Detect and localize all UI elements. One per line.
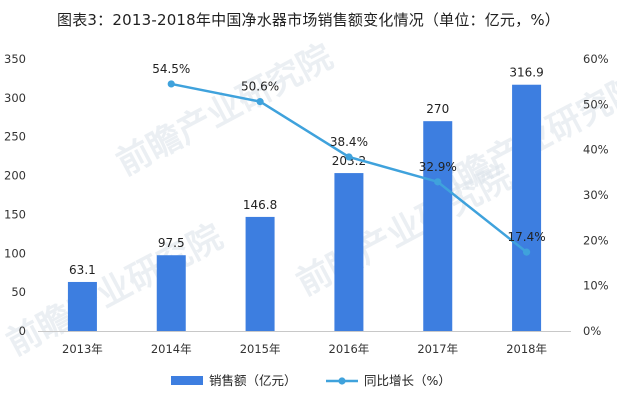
x-tick-label: 2016年 (329, 342, 370, 356)
y-left-tick-label: 250 (4, 130, 26, 144)
legend-bar-label: 销售额（亿元） (209, 373, 297, 388)
watermark-1: 前瞻产业研究院 (110, 37, 339, 184)
watermark-0: 前瞻产业研究院 (0, 217, 229, 364)
y-left-tick-label: 300 (4, 91, 26, 105)
chart-title: 图表3：2013-2018年中国净水器市场销售额变化情况（单位：亿元，%） (57, 11, 560, 29)
growth-data-label: 32.9% (419, 160, 457, 174)
legend-bar-swatch (171, 376, 203, 385)
bar (156, 255, 186, 331)
bar (423, 121, 453, 332)
x-tick-label: 2014年 (151, 342, 192, 356)
y-right-tick-label: 20% (583, 233, 609, 247)
y-right-tick-label: 60% (583, 52, 609, 66)
growth-point (522, 248, 531, 256)
growth-data-label: 17.4% (508, 230, 546, 244)
growth-data-label: 38.4% (330, 135, 368, 149)
legend-line-label: 同比增长（%） (364, 373, 451, 388)
bar (245, 216, 275, 331)
growth-data-label: 50.6% (241, 80, 279, 94)
bar-data-label: 316.9 (509, 66, 543, 80)
bar-data-label: 203.2 (332, 154, 366, 168)
bar (512, 84, 542, 332)
y-right-tick-label: 40% (583, 143, 609, 157)
y-left-tick-label: 100 (4, 246, 26, 260)
x-tick-label: 2017年 (417, 342, 458, 356)
bar (67, 281, 97, 331)
y-left-tick-label: 50 (11, 285, 26, 299)
y-right-tick-label: 50% (583, 97, 609, 111)
y-left-tick-label: 0 (19, 324, 26, 338)
y-right-tick-label: 0% (583, 324, 601, 338)
bar (334, 173, 364, 331)
y-right-tick-label: 10% (583, 279, 609, 293)
y-right-tick-label: 30% (583, 188, 609, 202)
bar-data-label: 270 (426, 102, 449, 116)
y-left-tick-label: 350 (4, 52, 26, 66)
growth-point (434, 178, 442, 186)
growth-point (167, 80, 175, 88)
x-tick-label: 2013年 (62, 342, 103, 356)
x-tick-label: 2015年 (240, 342, 281, 356)
x-tick-label: 2018年 (506, 342, 547, 356)
growth-point (256, 98, 264, 106)
bar-data-label: 97.5 (158, 236, 185, 250)
bar-data-label: 146.8 (243, 198, 277, 212)
bar-data-label: 63.1 (69, 263, 96, 277)
growth-data-label: 54.5% (152, 62, 190, 76)
legend-line-marker (338, 377, 346, 385)
y-left-tick-label: 150 (4, 207, 26, 221)
growth-point (345, 153, 353, 161)
y-left-tick-label: 200 (4, 169, 26, 183)
